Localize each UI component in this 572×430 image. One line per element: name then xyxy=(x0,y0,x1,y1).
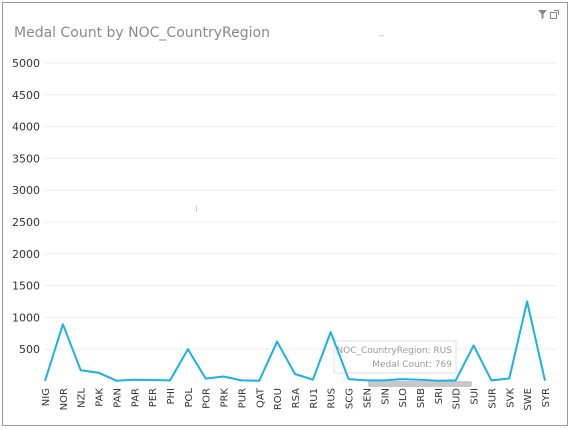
x-tick-label: POR xyxy=(202,388,213,409)
expand-icon[interactable] xyxy=(550,10,559,22)
x-tick-label: PHI xyxy=(166,388,177,405)
x-tick-label: SEN xyxy=(362,388,373,408)
x-tick-label: SIN xyxy=(380,388,391,405)
x-tick-label: PAK xyxy=(95,388,106,407)
x-tick-label: SUR xyxy=(487,388,498,409)
data-point[interactable] xyxy=(257,378,262,383)
data-point[interactable] xyxy=(435,378,440,383)
x-tick-label: SUD xyxy=(452,388,463,410)
x-tick-label: NZL xyxy=(77,388,88,408)
y-tick-label: 1000 xyxy=(12,311,40,324)
data-point[interactable] xyxy=(489,378,494,383)
data-point[interactable] xyxy=(114,378,119,383)
y-tick-label: 3000 xyxy=(12,184,40,197)
x-tick-label: SLO xyxy=(398,388,409,408)
y-tick-label: 4000 xyxy=(12,121,40,134)
x-tick-label: PRK xyxy=(220,388,231,408)
x-tick-label: PER xyxy=(148,388,159,407)
horizontal-scrollbar-thumb[interactable] xyxy=(368,381,472,387)
title-dash: – xyxy=(379,30,385,40)
data-point[interactable] xyxy=(275,339,280,344)
data-point[interactable] xyxy=(525,299,530,304)
y-tick-label: 5000 xyxy=(12,57,40,70)
y-tick-label: 500 xyxy=(19,343,40,356)
x-tick-label: PUR xyxy=(237,388,248,408)
data-point[interactable] xyxy=(453,378,458,383)
x-tick-label: SVK xyxy=(505,388,516,408)
x-tick-label: RSA xyxy=(291,388,302,408)
data-point[interactable] xyxy=(185,347,190,352)
data-point[interactable] xyxy=(168,378,173,383)
y-tick-label: 3500 xyxy=(12,152,40,165)
tooltip-line-1: NOC_CountryRegion: RUS xyxy=(336,346,452,356)
tooltip: NOC_CountryRegion: RUS Medal Count: 769 xyxy=(333,340,457,374)
data-point[interactable] xyxy=(543,378,548,383)
tooltip-line-2: Medal Count: 769 xyxy=(372,360,452,370)
x-tick-label: SWE xyxy=(523,388,534,411)
x-tick-label: ROU xyxy=(273,388,284,410)
y-tick-label: 1500 xyxy=(12,280,40,293)
data-point[interactable] xyxy=(239,378,244,383)
data-point[interactable] xyxy=(346,377,351,382)
series xyxy=(43,299,548,383)
x-tick-label: SRB xyxy=(416,388,427,408)
data-point[interactable] xyxy=(150,378,155,383)
data-point[interactable] xyxy=(382,378,387,383)
data-point[interactable] xyxy=(293,372,298,377)
x-tick-label: RU1 xyxy=(309,388,320,409)
data-point[interactable] xyxy=(203,376,208,381)
data-point[interactable] xyxy=(400,377,405,382)
data-point[interactable] xyxy=(96,370,101,375)
x-tick-label: POL xyxy=(184,388,195,408)
tooltip-box xyxy=(333,340,457,374)
data-point[interactable] xyxy=(471,343,476,348)
data-point[interactable] xyxy=(418,377,423,382)
data-point[interactable] xyxy=(507,376,512,381)
data-point[interactable] xyxy=(78,368,83,373)
x-tick-label: NOR xyxy=(59,388,70,410)
data-point[interactable] xyxy=(43,378,48,383)
x-tick-label: SRI xyxy=(434,388,445,404)
x-tick-label: RUS xyxy=(327,388,338,409)
data-point[interactable] xyxy=(364,378,369,383)
divider-tick xyxy=(196,206,197,212)
data-point[interactable] xyxy=(310,377,315,382)
y-tick-label: 2500 xyxy=(12,216,40,229)
chart-title: Medal Count by NOC_CountryRegion xyxy=(14,25,270,41)
x-tick-label: SYR xyxy=(541,388,552,407)
x-tick-label: NIG xyxy=(41,388,52,406)
scrollbar xyxy=(368,381,472,387)
gridlines xyxy=(45,62,557,350)
data-point[interactable] xyxy=(60,322,65,327)
x-tick-label: QAT xyxy=(255,387,266,408)
y-axis: 500 1000 1500 2000 2500 3000 3500 4000 4500 5000 xyxy=(12,57,40,356)
data-point[interactable] xyxy=(328,330,333,335)
series-line[interactable] xyxy=(44,300,546,382)
visual-header-icons xyxy=(538,10,559,22)
data-point[interactable] xyxy=(132,377,137,382)
funnel-icon[interactable] xyxy=(538,10,547,22)
y-tick-label: 4500 xyxy=(12,89,40,102)
data-point[interactable] xyxy=(221,374,226,379)
x-tick-label: PAR xyxy=(130,388,141,407)
x-tick-label: SCG xyxy=(345,388,356,409)
x-tick-label: SUI xyxy=(470,388,481,405)
y-tick-label: 2000 xyxy=(12,248,40,261)
x-tick-label: PAN xyxy=(112,388,123,408)
x-axis: NIG NOR NZL PAK PAN PAR PER PHI POL POR PRK PUR QAT R… xyxy=(41,387,552,410)
